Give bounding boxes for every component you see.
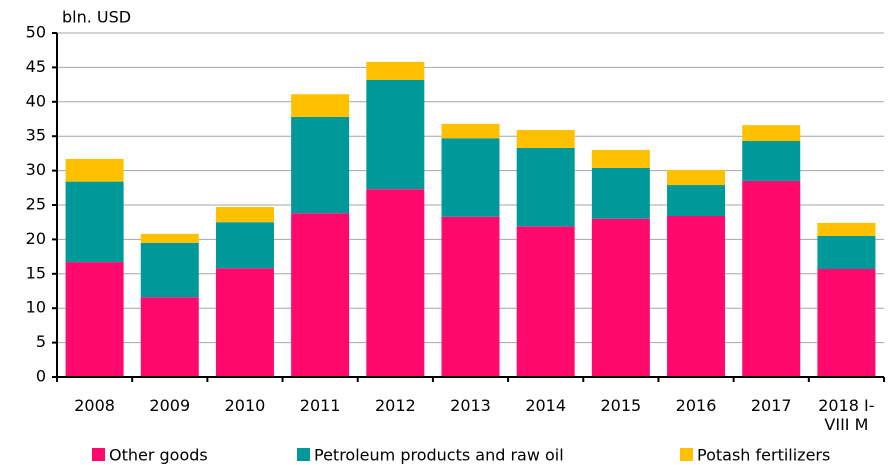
legend-swatch — [680, 448, 693, 461]
x-tick-label: 2011 — [299, 396, 341, 415]
legend-label: Petroleum products and raw oil — [314, 446, 564, 465]
bar-segment — [742, 141, 801, 181]
y-tick-label: 35 — [26, 126, 46, 145]
bar-segment — [65, 181, 124, 263]
bar-segment — [291, 94, 350, 117]
bar-segment — [742, 180, 801, 377]
bar-segment — [817, 235, 876, 269]
x-tick-label: 2008 — [74, 396, 115, 415]
y-tick-label: 25 — [26, 195, 46, 214]
bar-segment — [441, 123, 500, 139]
legend-swatch — [297, 448, 310, 461]
y-tick-label: 5 — [36, 332, 46, 351]
bar-segment — [516, 147, 575, 227]
bar-segment — [516, 226, 575, 377]
y-tick-label: 40 — [26, 91, 46, 110]
bar-segment — [441, 216, 500, 377]
bar-segment — [591, 167, 650, 219]
x-tick-label: 2013 — [450, 396, 491, 415]
bar-segment — [366, 189, 425, 377]
x-tick-label: 2010 — [224, 396, 266, 415]
bar-segment — [817, 268, 876, 377]
x-tick-label: 2015 — [600, 396, 642, 415]
bar-segment — [667, 185, 726, 217]
bar-segment — [516, 130, 575, 148]
y-tick-label: 10 — [26, 298, 46, 317]
y-tick-label: 50 — [26, 23, 46, 42]
bar-segment — [742, 125, 801, 142]
bar-segment — [65, 158, 124, 182]
bar-segment — [215, 222, 274, 269]
bar-segment — [366, 61, 425, 80]
bar-segment — [215, 207, 274, 223]
x-tick-label: 2017 — [750, 396, 792, 415]
bar-segment — [441, 138, 500, 217]
x-tick-label: 2014 — [525, 396, 567, 415]
x-tick-label: 2018 I-VIII M — [818, 396, 875, 434]
y-tick-label: 15 — [26, 263, 46, 282]
legend-label: Other goods — [109, 446, 208, 465]
y-tick-label: 20 — [26, 229, 46, 248]
bar-segment — [366, 79, 425, 190]
bar-segment — [215, 268, 274, 377]
y-axis-label: bln. USD — [62, 8, 131, 27]
x-tick-label: 2012 — [374, 396, 416, 415]
bar-segment — [291, 116, 350, 214]
bar-segment — [817, 222, 876, 236]
x-tick-label: 2009 — [149, 396, 191, 415]
y-tick-label: 45 — [26, 57, 46, 76]
bar-segment — [667, 216, 726, 377]
y-tick-label: 30 — [26, 160, 46, 179]
legend-swatch — [92, 448, 105, 461]
x-tick-label: 2016 — [675, 396, 717, 415]
bar-segment — [591, 218, 650, 377]
bar-segment — [140, 233, 199, 243]
bar-segment — [667, 169, 726, 186]
bar-segment — [140, 242, 199, 298]
bar-segment — [65, 262, 124, 377]
bar-segment — [291, 213, 350, 377]
legend-label: Potash fertilizers — [697, 446, 830, 465]
bar-segment — [140, 297, 199, 377]
y-tick-label: 0 — [36, 367, 46, 386]
bar-segment — [591, 149, 650, 168]
